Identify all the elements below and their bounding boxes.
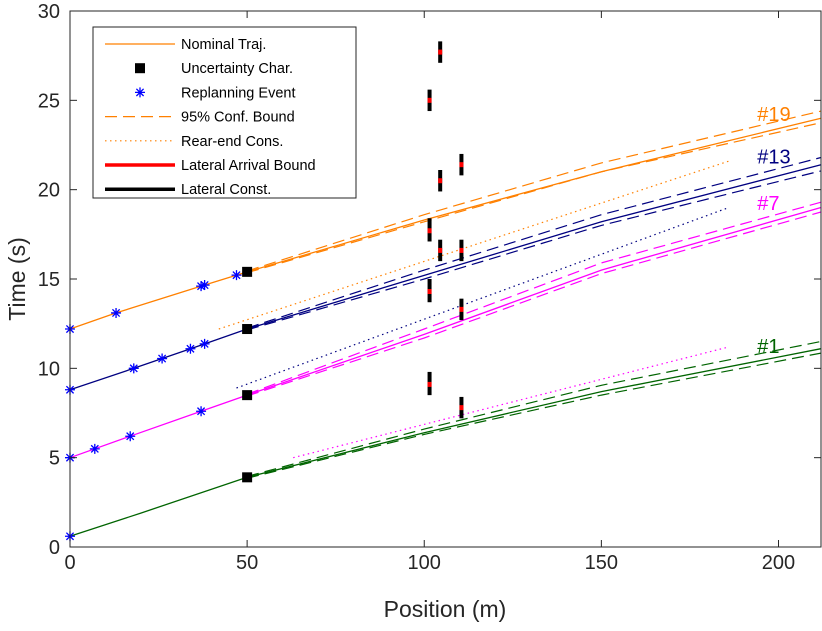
replanning-event-marker bbox=[196, 406, 207, 417]
replanning-event-marker bbox=[196, 281, 207, 292]
uncertainty-char-marker bbox=[242, 324, 253, 335]
legend-box bbox=[92, 26, 357, 199]
lower-bound-line bbox=[246, 170, 822, 331]
legend-swatch bbox=[135, 87, 145, 98]
vehicle-label: #13 bbox=[757, 147, 790, 169]
y-tick-label: 25 bbox=[38, 90, 60, 112]
upper-bound-line bbox=[246, 340, 822, 477]
legend-label: Nominal Traj. bbox=[181, 37, 266, 53]
replanning-event-marker bbox=[157, 353, 168, 364]
replanning-event-marker bbox=[199, 338, 210, 349]
uncertainty-char-marker bbox=[242, 266, 253, 277]
legend-label: Rear-end Cons. bbox=[181, 134, 283, 150]
legend-label: Uncertainty Char. bbox=[181, 61, 293, 77]
legend-label: Replanning Event bbox=[181, 85, 295, 101]
lower-bound-line bbox=[246, 122, 822, 274]
replanning-event-marker bbox=[231, 270, 242, 281]
replanning-event-marker bbox=[128, 363, 139, 374]
legend-label: 95% Conf. Bound bbox=[181, 110, 295, 126]
legend-label: Lateral Const. bbox=[181, 182, 271, 198]
legend-swatch bbox=[135, 63, 145, 74]
y-tick-label: 20 bbox=[38, 180, 60, 202]
uncertainty-char-marker bbox=[242, 390, 253, 401]
legend-label: Lateral Arrival Bound bbox=[181, 158, 316, 174]
nominal-trajectory-line bbox=[69, 348, 822, 537]
replanning-event-marker bbox=[199, 280, 210, 291]
y-tick-label: 5 bbox=[49, 448, 60, 470]
upper-bound-line bbox=[246, 201, 822, 395]
confidence-bounds-layer bbox=[246, 110, 822, 479]
y-tick-label: 0 bbox=[49, 537, 60, 559]
y-axis-label: Time (s) bbox=[4, 237, 30, 320]
vehicle-labels-layer: #1 #7 #13 #19 bbox=[757, 104, 790, 358]
upper-bound-line bbox=[246, 156, 822, 329]
axes-layer: 0 50 100 150 200 0 5 10 15 20 25 30 bbox=[38, 1, 821, 574]
x-tick-label: 50 bbox=[236, 552, 258, 574]
uncertainty-char-marker bbox=[242, 472, 253, 483]
x-axis-label: Position (m) bbox=[384, 596, 507, 622]
replanning-event-marker bbox=[111, 307, 122, 318]
y-tick-label: 10 bbox=[38, 358, 60, 380]
vehicle-label: #7 bbox=[757, 193, 779, 215]
y-tick-label: 15 bbox=[38, 269, 60, 291]
legend: Nominal Traj. Uncertainty Char. Replanning… bbox=[92, 26, 357, 199]
y-tick-label: 30 bbox=[38, 1, 60, 23]
replanning-event-marker bbox=[125, 431, 136, 442]
vehicle-label: #19 bbox=[757, 104, 790, 126]
lower-bound-line bbox=[246, 211, 822, 397]
x-tick-label: 200 bbox=[762, 552, 795, 574]
replanning-event-marker bbox=[89, 443, 100, 454]
vehicle-label: #1 bbox=[757, 336, 779, 358]
replanning-event-marker bbox=[185, 343, 196, 354]
x-tick-label: 100 bbox=[408, 552, 441, 574]
x-tick-label: 150 bbox=[585, 552, 618, 574]
x-tick-label: 0 bbox=[64, 552, 75, 574]
upper-bound-line bbox=[246, 110, 822, 272]
lower-bound-line bbox=[246, 352, 822, 479]
lateral-layer bbox=[427, 41, 464, 419]
